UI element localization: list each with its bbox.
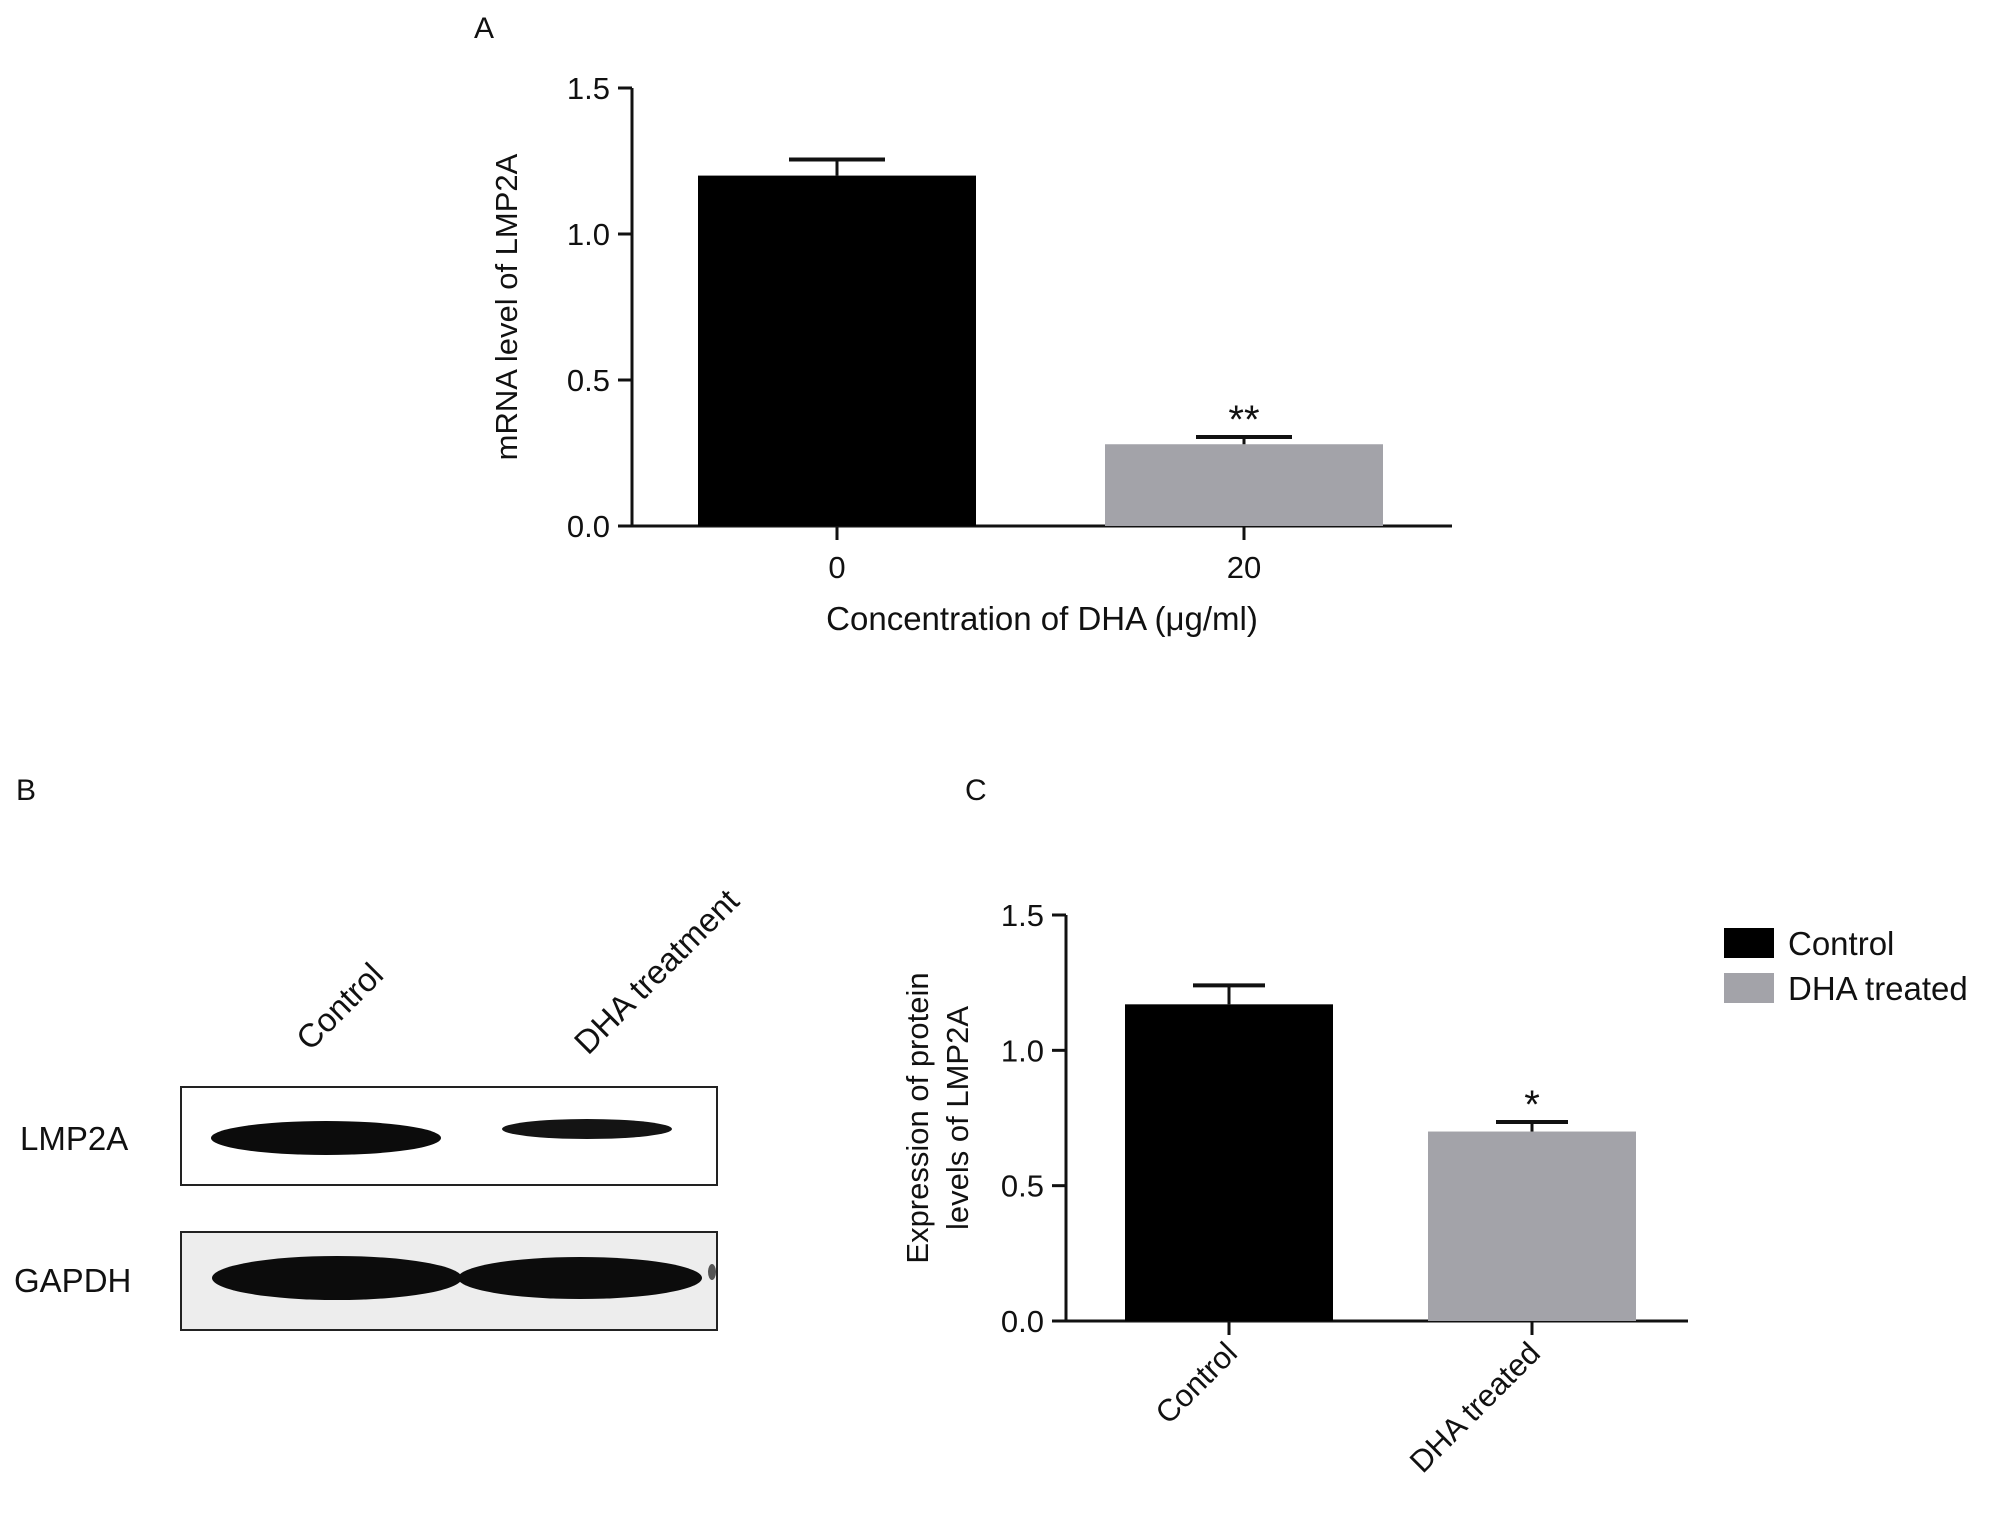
chart-a: 0.0 0.5 1.0 1.5 0 ** 20 Concentration of DHA (μ… [489,71,1452,637]
blot-band-lmp2a-dha-treatment [502,1119,672,1139]
chart-c: 0.0 0.5 1.0 1.5 Control * DHA treated Expressio… [900,898,1968,1479]
y-tick-label: 0.0 [1001,1304,1044,1339]
blot-smudge-gapdh [708,1264,716,1280]
bar [1428,1131,1636,1321]
y-tick-label: 1.0 [567,217,610,252]
western-blot: Control DHA treatment LMP2A GAPDH [14,882,746,1331]
bar [698,175,976,526]
blot-row-label-lmp2a: LMP2A [20,1120,128,1157]
y-tick-label: 0.5 [1001,1169,1044,1204]
legend-swatch [1724,928,1774,958]
significance-marker: ** [1228,398,1259,442]
legend-label: Control [1788,925,1894,962]
y-tick-label: 1.0 [1001,1033,1044,1068]
y-axis-title-line: Expression of protein [900,972,935,1263]
blot-lane-label-control: Control [289,956,390,1057]
significance-marker: * [1524,1083,1540,1127]
panel-label-a: A [474,12,494,45]
y-tick-label: 0.0 [567,509,610,544]
bar [1105,444,1383,526]
x-tick-label: 0 [828,550,845,585]
y-tick-label: 0.5 [567,363,610,398]
bar [1125,1004,1333,1321]
x-axis-title: Concentration of DHA (μg/ml) [826,600,1258,637]
panel-label-c: C [965,774,987,807]
y-tick-label: 1.5 [567,71,610,106]
blot-band-gapdh-control [212,1256,462,1300]
blot-band-gapdh-dha-treatment [458,1257,702,1299]
panel-label-b: B [16,774,36,807]
y-axis-title: mRNA level of LMP2A [489,153,524,460]
blot-lane-label-dha-treatment: DHA treatment [567,882,746,1061]
x-tick-label: 20 [1227,550,1261,585]
legend-swatch [1724,973,1774,1003]
y-tick-label: 1.5 [1001,898,1044,933]
blot-row-label-gapdh: GAPDH [14,1262,131,1299]
x-tick-label: DHA treated [1403,1335,1547,1479]
legend-label: DHA treated [1788,970,1968,1007]
x-tick-label: Control [1149,1335,1244,1430]
blot-band-lmp2a-control [211,1121,441,1155]
y-axis-title-line: levels of LMP2A [940,1006,975,1230]
